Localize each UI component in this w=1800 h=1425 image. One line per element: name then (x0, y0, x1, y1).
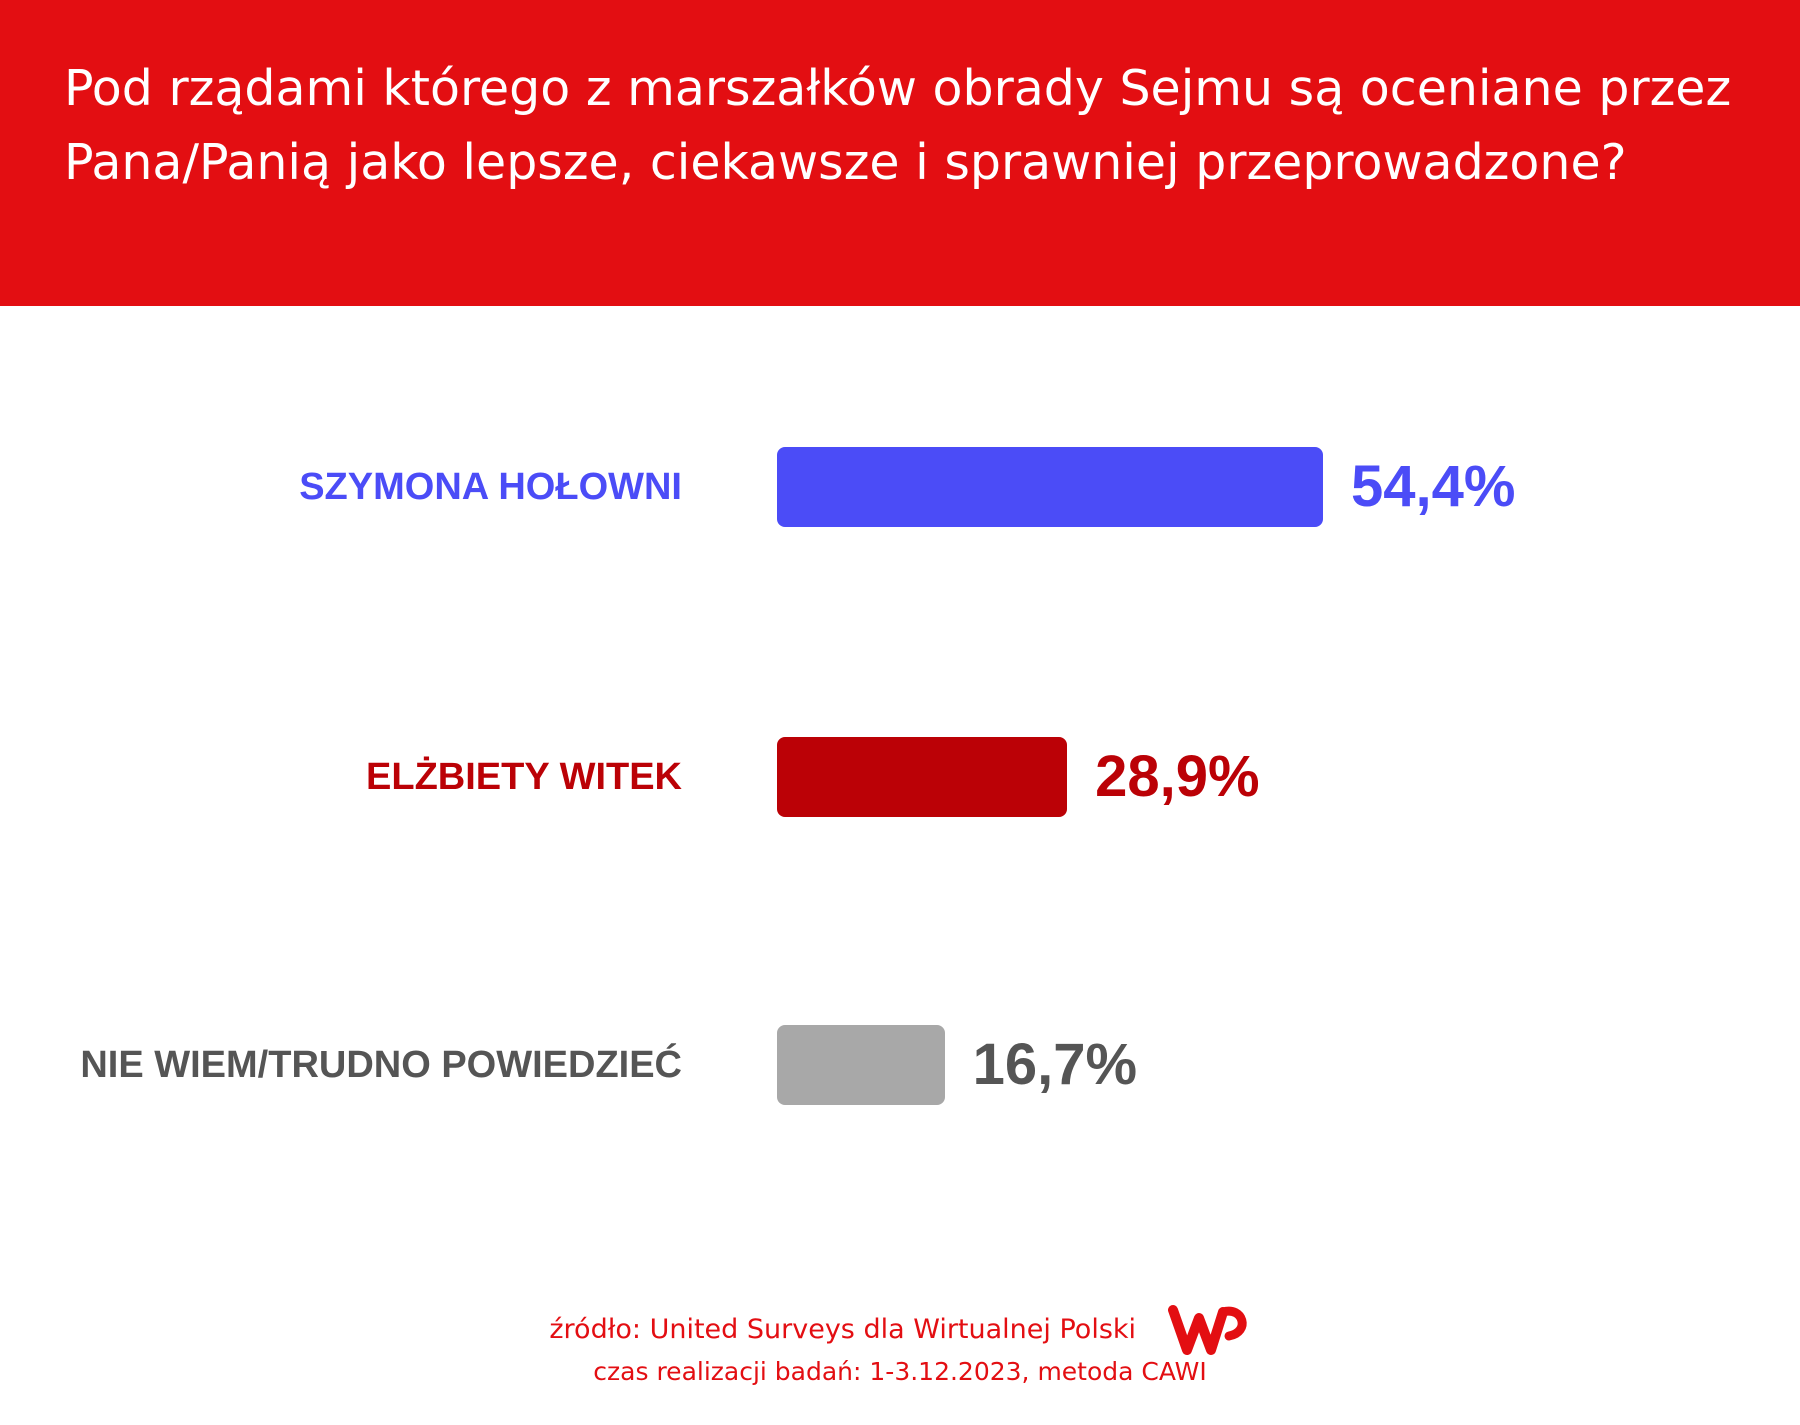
category-label: NIE WIEM/TRUDNO POWIEDZIEĆ (80, 1044, 682, 1086)
bar (777, 1025, 945, 1105)
chart-title: Pod rządami którego z marszałków obrady … (64, 60, 1732, 191)
bar (777, 737, 1068, 817)
category-label: SZYMONA HOŁOWNI (299, 466, 682, 508)
value-label: 54,4% (1351, 454, 1516, 519)
source-text: źródło: United Surveys dla Wirtualnej Po… (549, 1314, 1137, 1345)
wp-logo-icon (1167, 1305, 1247, 1355)
value-label: 28,9% (1095, 744, 1260, 809)
header-banner: Pod rządami którego z marszałków obrady … (0, 0, 1800, 306)
source-line: źródło: United Surveys dla Wirtualnej Po… (0, 1302, 1800, 1358)
category-label: ELŻBIETY WITEK (366, 756, 682, 798)
value-label: 16,7% (972, 1032, 1138, 1097)
survey-period: czas realizacji badań: 1-3.12.2023, meto… (593, 1357, 1207, 1386)
footer: źródło: United Surveys dla Wirtualnej Po… (0, 1280, 1800, 1400)
bar (777, 447, 1323, 527)
bar-chart: SZYMONA HOŁOWNI 54,4% ELŻBIETY WITEK 28,9% N… (0, 306, 1800, 1206)
